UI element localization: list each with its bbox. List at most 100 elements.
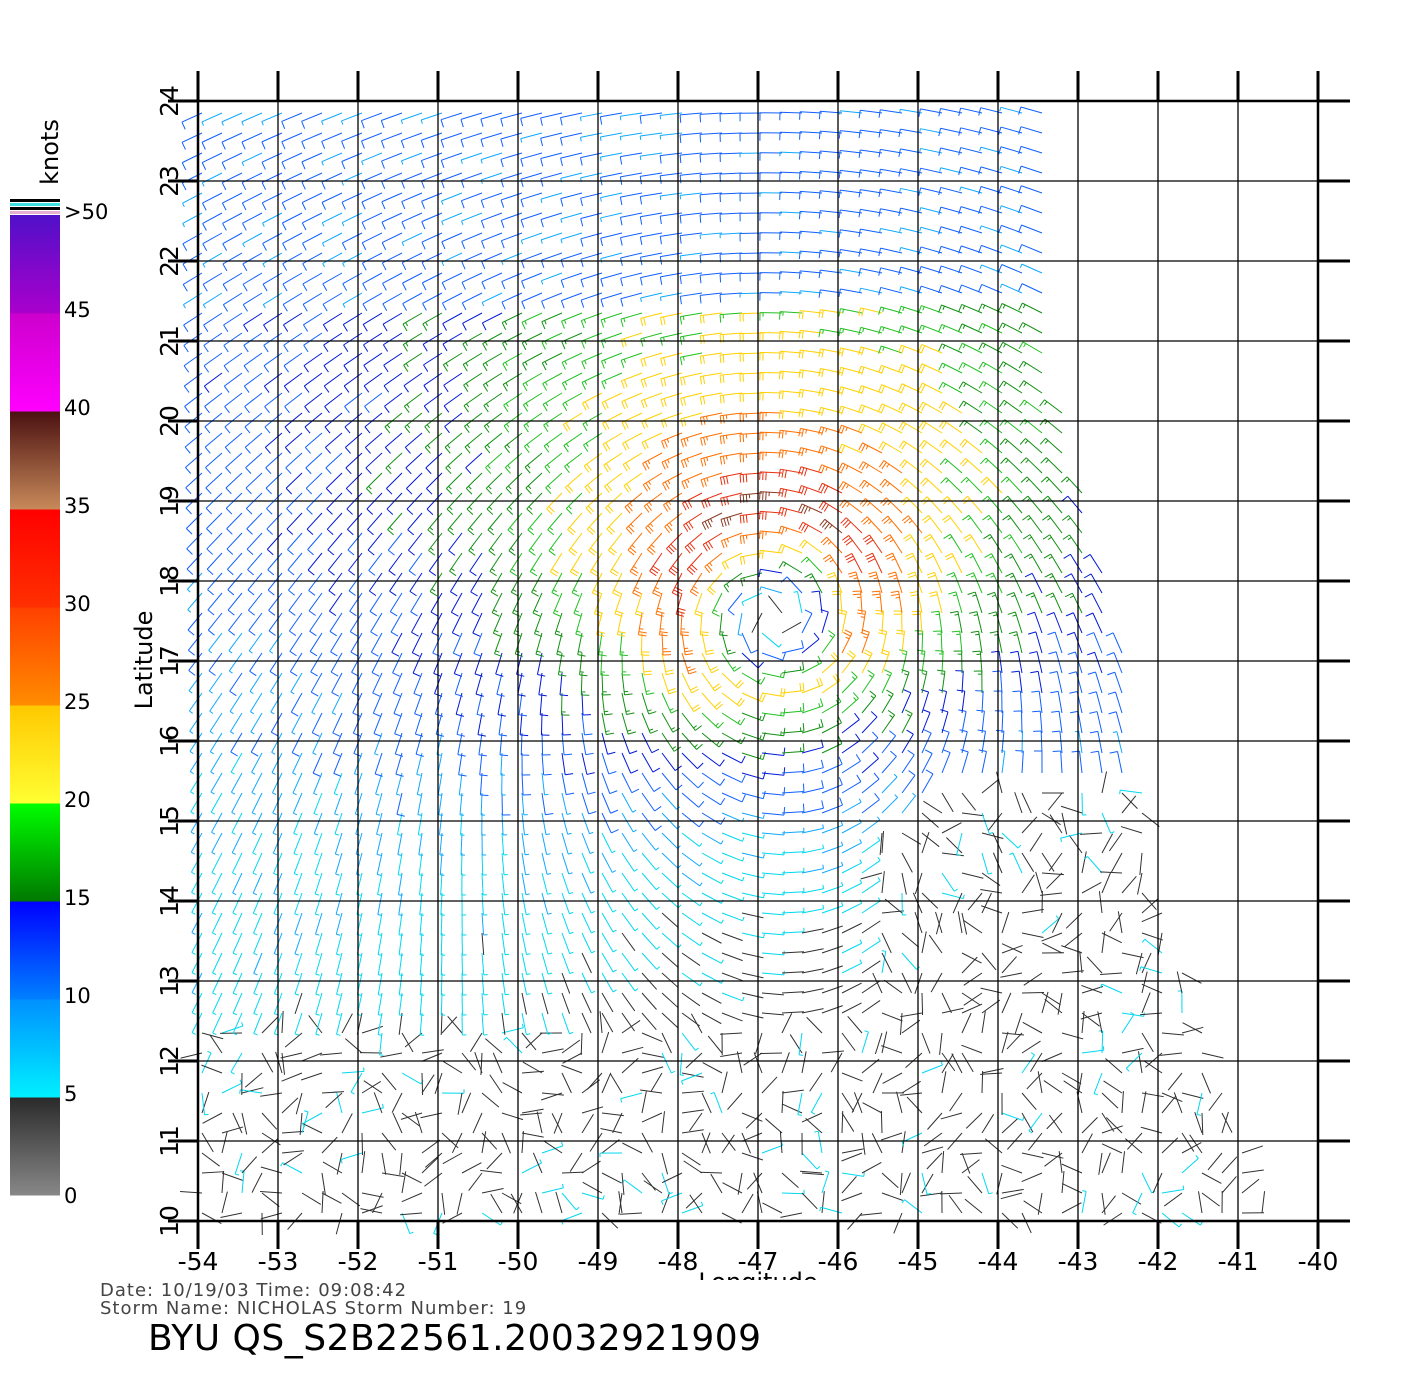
wind-barb xyxy=(440,912,443,936)
wind-barb-feather xyxy=(615,610,624,614)
wind-barb-feather xyxy=(924,536,933,542)
wind-barb xyxy=(610,1073,623,1094)
wind-barb xyxy=(902,421,923,434)
wind-barb-feather xyxy=(350,651,359,657)
wind-barb-feather xyxy=(821,484,826,493)
wind-barb xyxy=(242,232,263,244)
wind-barb xyxy=(689,572,703,592)
wind-barb xyxy=(225,472,243,489)
wind-barb-feather xyxy=(245,487,252,495)
wind-barb xyxy=(440,892,443,915)
wind-barb-feather xyxy=(426,424,431,429)
wind-barb xyxy=(488,532,503,551)
wind-barb xyxy=(601,732,609,755)
wind-barb xyxy=(448,532,463,551)
wind-barb-feather xyxy=(750,649,759,654)
wind-barb-feather xyxy=(232,1032,238,1036)
wind-barb-feather xyxy=(1083,554,1091,560)
wind-barb-feather xyxy=(662,316,666,325)
wind-barb xyxy=(741,1012,764,1019)
wind-barb-feather xyxy=(699,882,703,887)
wind-barb xyxy=(541,272,563,282)
wind-barb xyxy=(820,1206,843,1214)
wind-barb xyxy=(860,248,883,254)
wind-barb-feather xyxy=(211,892,216,895)
wind-barb-feather xyxy=(476,713,485,717)
wind-barb xyxy=(321,192,343,203)
wind-barb-feather xyxy=(838,425,842,433)
wind-barb-feather xyxy=(205,507,213,515)
wind-barb-feather xyxy=(778,410,781,419)
wind-barb-feather xyxy=(802,803,805,812)
wind-barb-feather xyxy=(269,671,277,677)
wind-barb-feather xyxy=(375,813,381,816)
wind-barb xyxy=(1043,1080,1063,1094)
wind-barb xyxy=(569,552,583,572)
wind-barb xyxy=(321,1136,338,1154)
wind-barb xyxy=(561,352,583,363)
wind-barb-feather xyxy=(808,507,811,512)
wind-barb xyxy=(1103,1080,1123,1094)
wind-barb-feather xyxy=(640,297,642,302)
wind-barb-feather xyxy=(394,733,403,737)
wind-barb-feather xyxy=(607,505,614,512)
wind-barb-feather xyxy=(187,609,192,613)
wind-barb xyxy=(641,652,645,675)
wind-barb-feather xyxy=(342,324,348,332)
wind-barb xyxy=(641,1066,664,1074)
wind-barb-feather xyxy=(347,549,355,556)
wind-barb-feather xyxy=(404,426,411,434)
wind-barb xyxy=(284,1032,303,1048)
wind-barb-feather xyxy=(762,893,765,898)
wind-barb-feather xyxy=(232,872,237,875)
wind-barb xyxy=(500,752,503,775)
wind-barb-feather xyxy=(680,460,685,469)
wind-barb-feather xyxy=(1040,476,1048,483)
wind-barb-feather xyxy=(581,361,586,370)
wind-barb xyxy=(491,592,503,613)
wind-barb xyxy=(581,692,584,716)
wind-barb-feather xyxy=(718,740,725,748)
wind-barb xyxy=(481,992,485,1015)
wind-barb xyxy=(601,712,607,735)
wind-barb xyxy=(768,595,783,614)
wind-barb xyxy=(622,1142,643,1154)
wind-barb-feather xyxy=(880,385,885,394)
wind-barb-feather xyxy=(881,462,887,470)
wind-barb-feather xyxy=(944,552,953,558)
wind-barb-feather xyxy=(874,792,880,800)
wind-barb xyxy=(701,892,722,904)
wind-barb xyxy=(921,931,927,954)
wind-barb-feather xyxy=(841,426,845,434)
wind-barb-feather xyxy=(680,439,684,448)
wind-barb xyxy=(761,852,784,856)
wind-barb xyxy=(640,632,643,656)
wind-barb xyxy=(271,732,283,753)
wind-barb xyxy=(609,552,623,572)
wind-barb-feather xyxy=(1112,731,1118,734)
wind-barb-feather xyxy=(978,342,983,351)
wind-barb-feather xyxy=(507,485,512,490)
wind-barb-feather xyxy=(501,260,504,266)
wind-barb-feather xyxy=(267,569,275,576)
wind-barb-feather xyxy=(838,481,844,489)
wind-barb-feather xyxy=(503,1037,507,1041)
wind-barb-feather xyxy=(384,426,391,434)
wind-barb xyxy=(801,988,824,994)
wind-barb xyxy=(660,372,683,380)
wind-barb xyxy=(1001,944,1023,954)
wind-barb xyxy=(881,384,903,394)
wind-barb-feather xyxy=(782,669,786,678)
wind-barb xyxy=(900,1012,923,1018)
wind-barb-feather xyxy=(605,730,610,733)
wind-barb-feather xyxy=(779,311,781,320)
wind-barb xyxy=(271,772,283,794)
wind-barb-feather xyxy=(1106,652,1115,656)
wind-barb-feather xyxy=(376,853,381,856)
wind-barb-feather xyxy=(570,571,578,577)
wind-barb-feather xyxy=(540,198,543,204)
wind-barb xyxy=(381,192,403,203)
wind-barb-feather xyxy=(1019,418,1026,426)
wind-barb-feather xyxy=(1055,915,1060,920)
wind-barb-feather xyxy=(735,679,742,687)
